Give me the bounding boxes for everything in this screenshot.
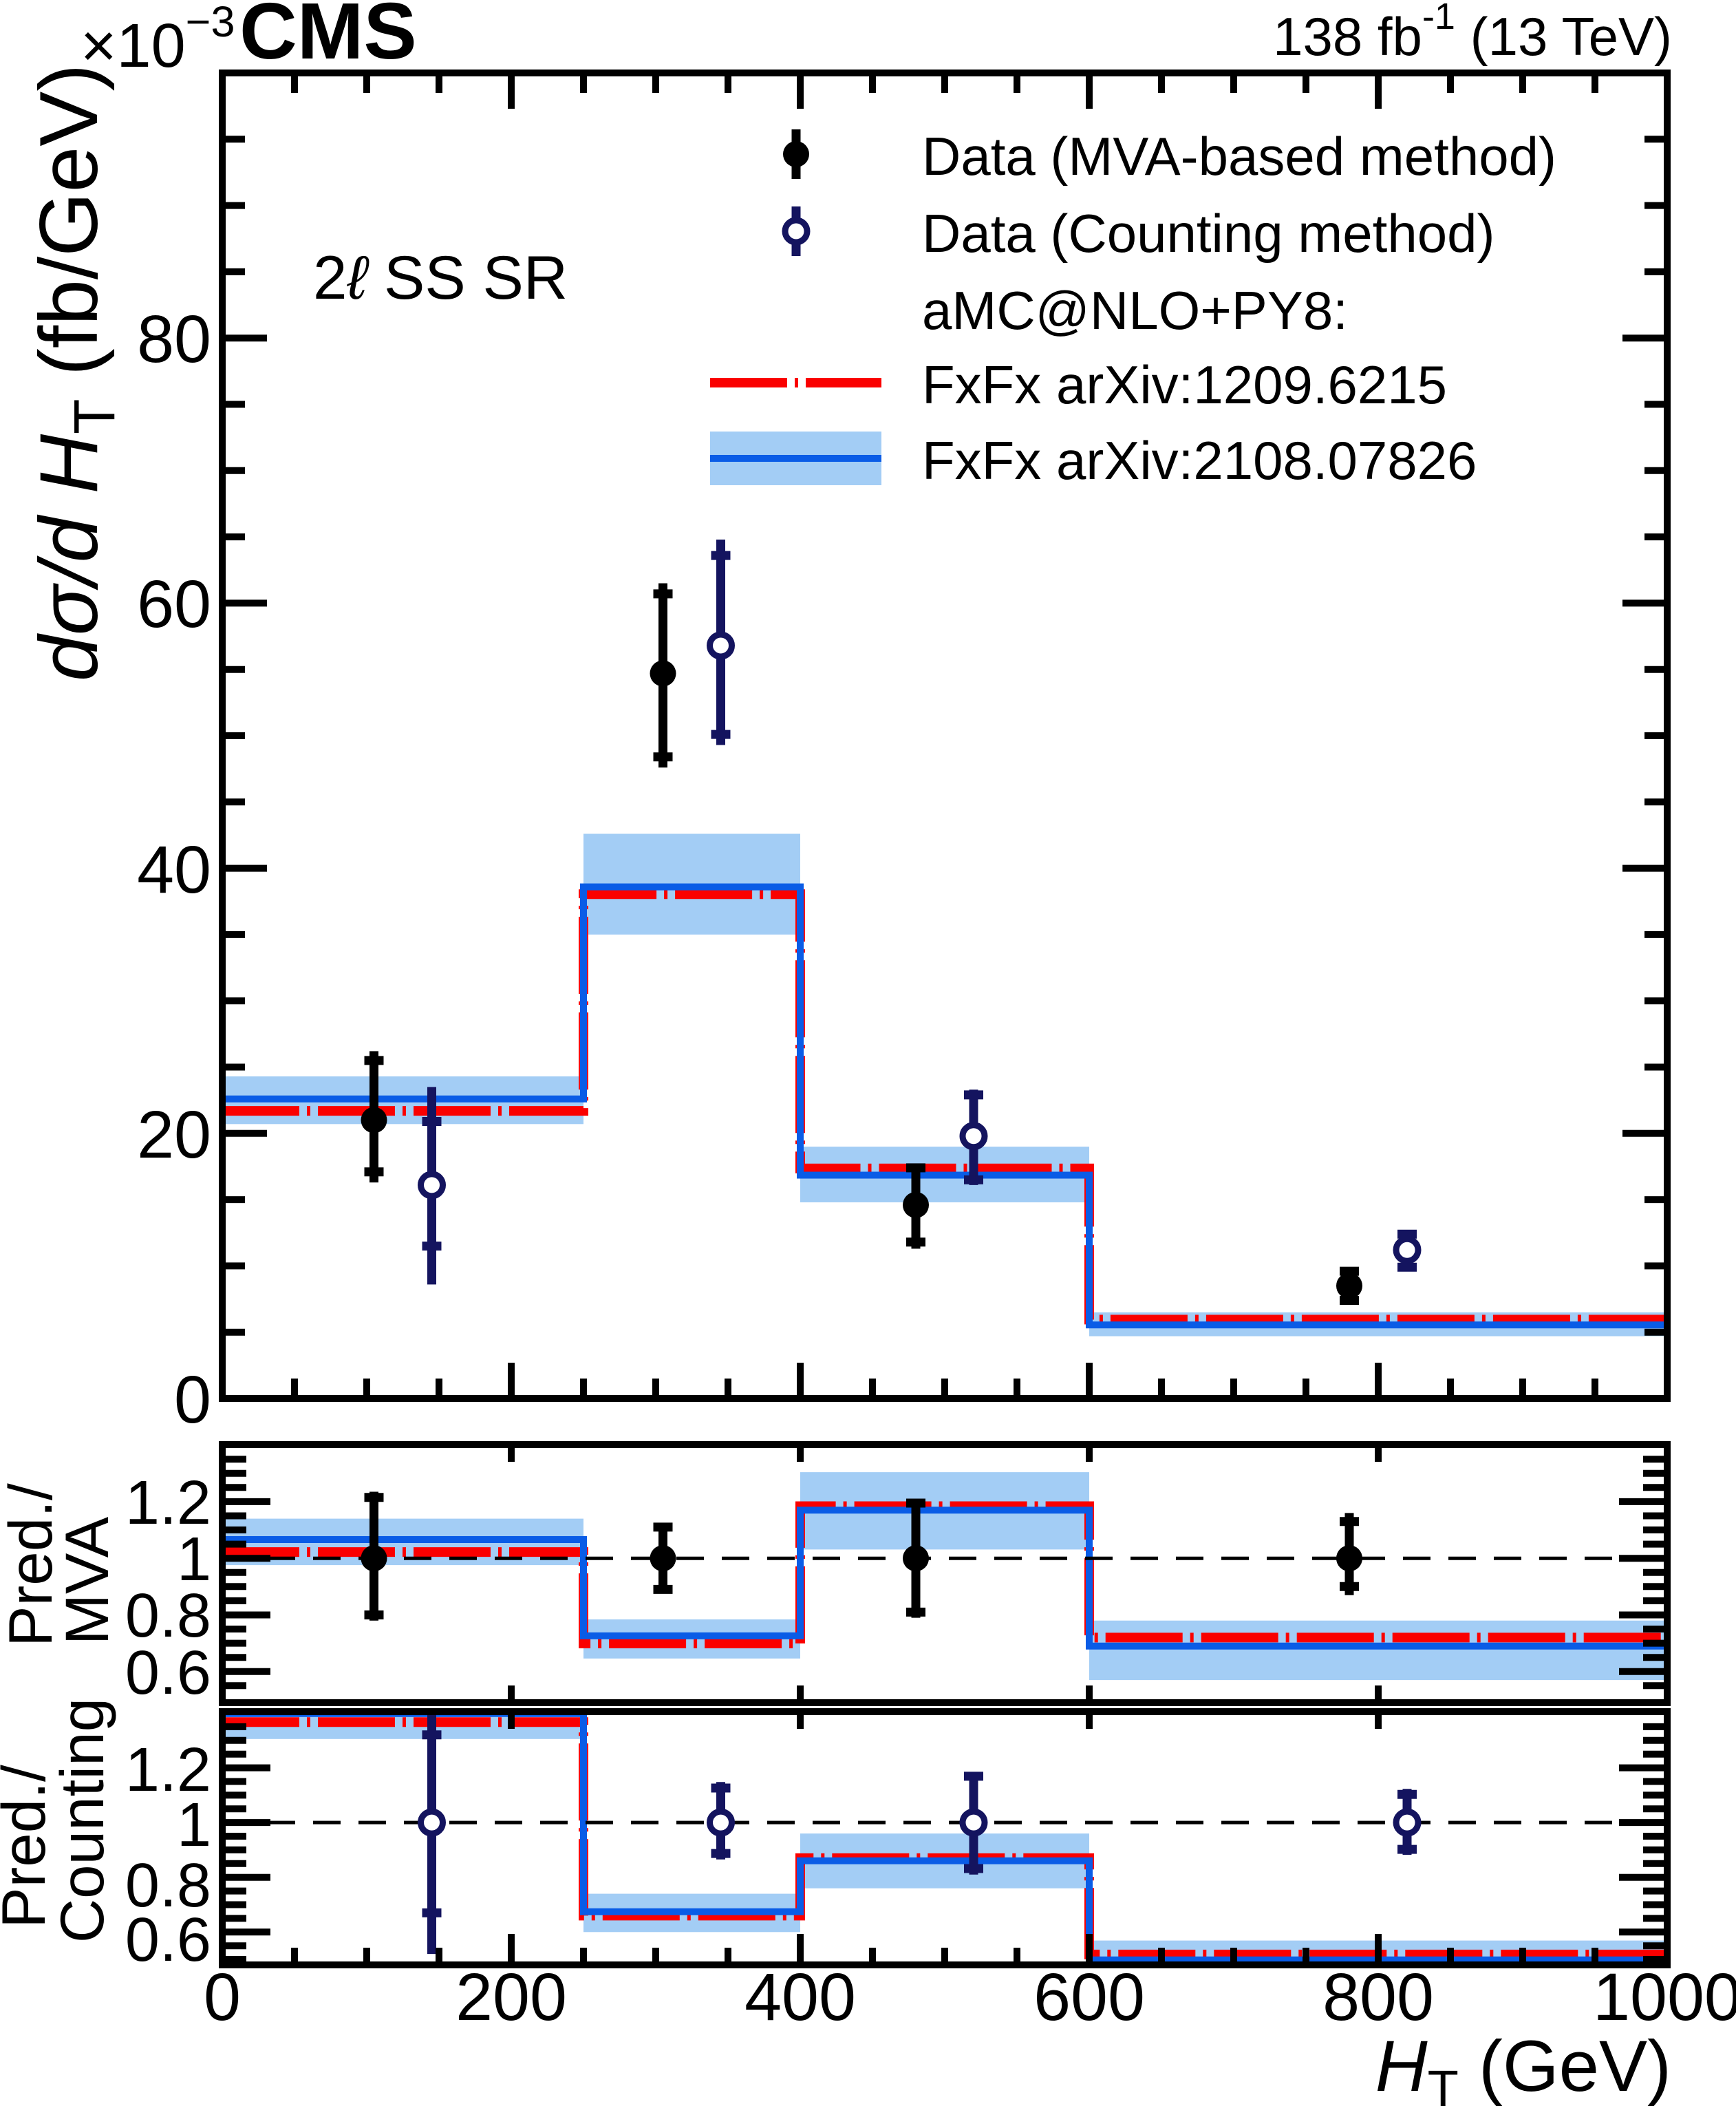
svg-text:aMC@NLO+PY8:: aMC@NLO+PY8: (922, 280, 1348, 341)
svg-text:0.8: 0.8 (125, 1582, 211, 1650)
svg-text:20: 20 (137, 1097, 211, 1172)
svg-text:80: 80 (137, 301, 211, 376)
svg-text:HT (GeV): HT (GeV) (1375, 2026, 1671, 2114)
svg-text:0.6: 0.6 (125, 1906, 211, 1975)
svg-text:400: 400 (744, 1959, 856, 2034)
svg-text:0.8: 0.8 (125, 1851, 211, 1920)
svg-text:1: 1 (177, 1525, 211, 1594)
svg-text:Counting: Counting (47, 1698, 116, 1943)
svg-text:×10−3: ×10−3 (81, 0, 235, 81)
svg-text:Data (Counting method): Data (Counting method) (922, 203, 1494, 264)
svg-text:FxFx arXiv:1209.6215: FxFx arXiv:1209.6215 (922, 354, 1447, 415)
svg-text:MVA: MVA (52, 1516, 121, 1645)
svg-text:Pred./: Pred./ (0, 1765, 58, 1928)
svg-text:Pred./: Pred./ (0, 1483, 65, 1647)
svg-text:Data (MVA-based method): Data (MVA-based method) (922, 126, 1556, 187)
svg-text:2ℓ SS SR: 2ℓ SS SR (313, 243, 568, 312)
svg-text:1000: 1000 (1593, 1959, 1736, 2034)
svg-text:dσ/d HT (fb/GeV): dσ/d HT (fb/GeV) (23, 64, 127, 681)
svg-text:0: 0 (174, 1362, 211, 1437)
svg-text:600: 600 (1033, 1959, 1145, 2034)
svg-text:800: 800 (1322, 1959, 1434, 2034)
svg-text:CMS: CMS (239, 0, 417, 76)
svg-text:1.2: 1.2 (125, 1736, 211, 1805)
svg-text:0.6: 0.6 (125, 1639, 211, 1708)
svg-text:40: 40 (137, 832, 211, 907)
svg-text:0: 0 (204, 1959, 241, 2034)
svg-text:200: 200 (456, 1959, 567, 2034)
svg-text:1.2: 1.2 (125, 1469, 211, 1538)
svg-text:138 fb-1 (13 TeV): 138 fb-1 (13 TeV) (1273, 0, 1672, 67)
svg-text:FxFx arXiv:2108.07826: FxFx arXiv:2108.07826 (922, 430, 1477, 491)
svg-text:60: 60 (137, 566, 211, 641)
svg-text:1: 1 (177, 1791, 211, 1860)
